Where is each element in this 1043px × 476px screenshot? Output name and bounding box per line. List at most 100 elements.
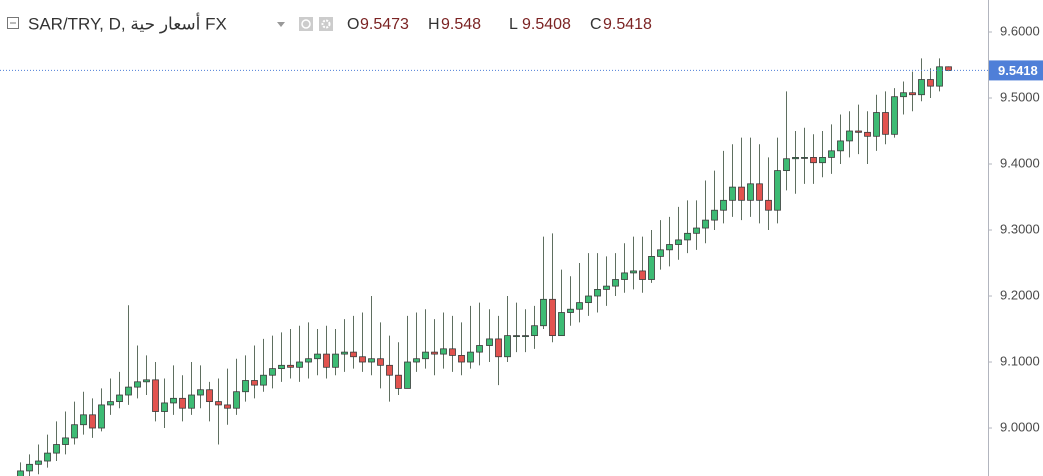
settings-icon	[321, 19, 331, 29]
candle-body	[909, 92, 916, 96]
ohlc-key: H	[428, 16, 440, 33]
candle-body	[260, 374, 267, 386]
candle-body	[170, 397, 177, 404]
candle-body	[350, 351, 357, 358]
y-tick-label: 9.5000	[1000, 89, 1040, 104]
candle-body	[215, 401, 222, 406]
candle-body	[882, 112, 889, 135]
candle-body	[242, 380, 249, 393]
candle-body	[233, 391, 240, 409]
candle-body	[116, 394, 123, 403]
candle-body	[495, 338, 502, 358]
candle-body	[152, 379, 159, 412]
candle-body	[720, 199, 727, 211]
candle-body	[693, 227, 700, 234]
candle-body	[395, 374, 402, 389]
last-price-box	[989, 60, 1043, 81]
candle-body	[368, 358, 375, 363]
candle-body	[549, 298, 556, 337]
candle-body	[404, 361, 411, 389]
candle-body	[828, 150, 835, 158]
candle-body	[900, 92, 907, 98]
candle-body	[71, 424, 78, 439]
ohlc-value: 9.5473	[360, 16, 409, 33]
candle-body	[918, 79, 925, 96]
candle-body	[576, 302, 583, 310]
candle-body	[846, 130, 853, 142]
candle-body	[585, 295, 592, 304]
candle-body	[612, 279, 619, 287]
candle-body	[323, 353, 330, 368]
candle-body	[522, 335, 529, 338]
y-tick-label: 9.6000	[1000, 23, 1040, 38]
ohlc-key: C	[590, 16, 602, 33]
candle-body	[486, 338, 493, 346]
candle-body	[945, 66, 952, 71]
candle-body	[873, 112, 880, 137]
candle-body	[891, 96, 898, 135]
candle-body	[864, 131, 871, 137]
candle-body	[98, 404, 105, 429]
candle-body	[621, 272, 628, 280]
candle-body	[837, 140, 844, 152]
candle-body	[594, 289, 601, 297]
legend-header: SAR/TRY, D, أسعار حية FX O 9.5473 H 9.548 L 9…	[7, 12, 652, 33]
candle-body	[729, 186, 736, 201]
candle-body	[386, 364, 393, 376]
candle-body	[936, 66, 943, 87]
candle-body	[440, 348, 447, 355]
candle-body	[756, 183, 763, 201]
y-tick-label: 9.4000	[1000, 155, 1040, 170]
candle-body	[476, 345, 483, 353]
candle-body	[702, 219, 709, 229]
eye-icon	[301, 19, 311, 29]
candle-body	[603, 285, 610, 290]
candle-body	[35, 460, 42, 465]
ohlc-value: 9.548	[441, 16, 481, 33]
eye-button[interactable]	[299, 17, 313, 31]
candle-body	[513, 335, 520, 338]
candle-body	[188, 394, 195, 409]
ohlc-values: O 9.5473 H 9.548 L 9.5408 C 9.5418	[347, 16, 652, 33]
candle-body	[540, 298, 547, 327]
candle-body	[332, 353, 339, 368]
candle-body	[747, 183, 754, 201]
candle-body	[422, 351, 429, 360]
candle-body	[567, 308, 574, 313]
ohlc-value: 9.5418	[603, 16, 652, 33]
candle-body	[801, 157, 808, 159]
candle-body	[783, 158, 790, 172]
candle-body	[927, 79, 934, 87]
candle-body	[819, 157, 826, 164]
candle-body	[314, 353, 321, 360]
y-tick-label: 9.2000	[1000, 287, 1040, 302]
candle-body	[639, 270, 646, 280]
candle-body	[630, 270, 637, 274]
dropdown-arrow[interactable]	[277, 22, 285, 27]
plot-area	[0, 58, 988, 476]
candle-body	[305, 358, 312, 363]
ohlc-key: L	[509, 16, 518, 33]
ohlc-key: O	[347, 16, 359, 33]
ohlc-value: 9.5408	[522, 16, 571, 33]
y-tick-label: 9.1000	[1000, 353, 1040, 368]
candle-body	[206, 389, 213, 403]
candle-body	[774, 170, 781, 211]
candle-body	[269, 368, 276, 376]
candle-body	[134, 381, 141, 388]
candle-body	[467, 351, 474, 363]
candle-body	[458, 355, 465, 363]
candle-body	[107, 401, 114, 406]
candle-body	[62, 437, 69, 445]
candle-body	[53, 444, 60, 454]
candle-body	[296, 361, 303, 368]
settings-button[interactable]	[319, 17, 333, 31]
candle-body	[278, 364, 285, 370]
candle-body	[377, 358, 384, 366]
candle-body	[684, 232, 691, 241]
candle-body	[792, 157, 799, 160]
candle-body	[738, 186, 745, 201]
candle-body	[531, 325, 538, 337]
candle-body	[17, 470, 24, 476]
